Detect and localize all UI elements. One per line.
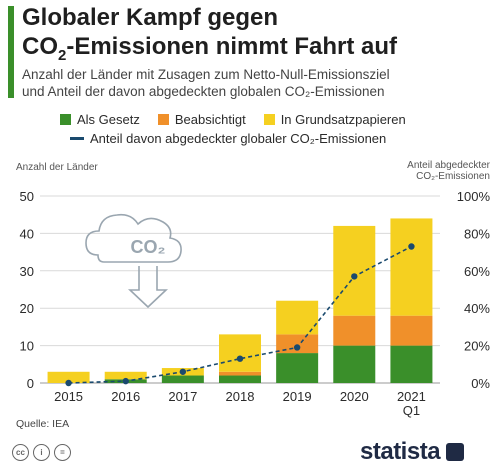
nd-icon: = — [54, 444, 71, 461]
y-tick-label: 20 — [20, 301, 34, 316]
y2-tick-labels: 0% 20% 40% 60% 80% 100% — [457, 189, 491, 391]
title-sub: 2 — [58, 46, 67, 64]
cloud-arrow-icon: CO₂ — [85, 213, 182, 309]
y2-tick-label: 60% — [464, 264, 490, 279]
x-tick-label-line: 2017 — [168, 389, 197, 404]
legend-label-gesetz: Als Gesetz — [77, 112, 140, 127]
title-line-1: Globaler Kampf gegen — [22, 4, 279, 31]
x-tick-label: 2018 — [226, 389, 255, 404]
legend-label-line: Anteil davon abgedeckter globaler CO₂-Em… — [90, 131, 387, 146]
x-tick-label-line: 2021 — [397, 389, 426, 404]
x-tick-label: 2019 — [283, 389, 312, 404]
bar-segment — [390, 345, 433, 383]
legend-row-bars: Als Gesetz Beabsichtigt In Grundsatzpapi… — [60, 110, 490, 129]
cloud-arrow — [127, 266, 169, 309]
line-point — [408, 243, 415, 250]
brand-mark-icon — [446, 443, 465, 461]
legend-dash-line — [70, 137, 84, 140]
line-point — [236, 355, 244, 362]
bar-segment — [333, 315, 376, 346]
line-point — [179, 368, 187, 375]
y2-axis-title-line-2: CO₂-Emissionen — [416, 171, 490, 182]
bar-segment — [333, 225, 376, 316]
x-tick-label: 2016 — [111, 389, 140, 404]
y2-axis-title-line-1: Anteil abgedeckter — [407, 160, 490, 171]
y2-tick-label: 80% — [464, 226, 490, 241]
bar-segment — [161, 375, 204, 383]
bar-segment — [219, 375, 261, 383]
cc-icon: cc — [12, 444, 29, 461]
y-axis-title: Anzahl der Länder — [16, 162, 98, 173]
y2-axis-title: Anteil abgedeckter CO₂-Emissionen — [370, 160, 490, 182]
y2-tick-label: 20% — [464, 339, 490, 354]
x-tick-label-line: 2019 — [283, 389, 312, 404]
source-note: Quelle: IEA — [16, 418, 70, 430]
bar-segment — [276, 334, 319, 354]
legend-swatch-grundsatz — [263, 114, 275, 125]
x-tick-label-line: 2018 — [226, 389, 255, 404]
x-tick-label: 2020 — [340, 389, 369, 404]
y2-tick-label: 100% — [457, 189, 491, 204]
cloud-shape — [85, 213, 182, 263]
bar-segment — [219, 334, 261, 372]
bar-segment — [333, 345, 376, 383]
y-tick-label: 50 — [20, 189, 34, 204]
line-point — [351, 273, 358, 280]
title-rest: -Emissionen nimmt Fahrt auf — [66, 33, 398, 60]
bar-segment — [219, 371, 261, 376]
y-tick-label: 40 — [20, 226, 34, 241]
y2-tick-label: 40% — [464, 301, 490, 316]
legend-swatch-beabsichtigt — [157, 114, 169, 125]
brand-logo: statista — [360, 438, 465, 466]
x-tick-label: 2015 — [54, 389, 83, 404]
chart-subtitle: Anzahl der Länder mit Zusagen zum Netto-… — [22, 66, 492, 100]
y-tick-labels: 0 10 20 30 40 50 — [20, 189, 34, 391]
x-tick-label: 2017 — [168, 389, 197, 404]
subtitle-line-2: und Anteil der davon abgedeckten globale… — [22, 84, 385, 99]
y2-tick-label: 0% — [471, 376, 490, 391]
chart-title: Globaler Kampf gegen CO2-Emissionen nimm… — [22, 3, 492, 70]
y-tick-label: 10 — [20, 339, 34, 354]
x-tick-label-line: Q1 — [403, 403, 420, 418]
line-point — [293, 344, 301, 351]
legend-item-beabsichtigt: Beabsichtigt — [157, 112, 246, 127]
legend-swatch-gesetz — [60, 114, 71, 125]
bar-segment — [390, 218, 433, 316]
by-icon: i — [33, 444, 50, 461]
y-tick-label: 0 — [27, 376, 34, 391]
legend: Als Gesetz Beabsichtigt In Grundsatzpapi… — [60, 110, 490, 148]
x-tick-label: 2021 Q1 — [397, 389, 426, 418]
legend-label-grundsatz: In Grundsatzpapieren — [280, 112, 406, 127]
x-tick-label-line: 2016 — [111, 389, 140, 404]
cloud-text: CO₂ — [131, 237, 166, 257]
legend-label-beabsichtigt: Beabsichtigt — [174, 112, 246, 127]
title-accent-bar — [8, 6, 14, 98]
legend-item-grundsatz: In Grundsatzpapieren — [263, 112, 406, 127]
bar-segment — [276, 300, 319, 335]
x-tick-label-line: 2015 — [54, 389, 83, 404]
bar-segment — [104, 371, 147, 380]
x-tick-labels: 2015 2016 2017 2018 2019 2020 2021 Q1 — [54, 389, 426, 418]
subtitle-line-1: Anzahl der Länder mit Zusagen zum Netto-… — [22, 67, 390, 82]
bar-segment — [390, 315, 433, 346]
bar-segment — [276, 353, 319, 383]
title-co: CO — [22, 33, 58, 60]
line-point — [65, 379, 72, 387]
legend-item-line: Anteil davon abgedeckter globaler CO₂-Em… — [60, 131, 386, 146]
legend-item-gesetz: Als Gesetz — [60, 112, 140, 127]
title-line-2: CO2-Emissionen nimmt Fahrt auf — [22, 32, 492, 70]
y-tick-label: 30 — [20, 264, 34, 279]
line-point — [122, 377, 129, 385]
bar-segment — [47, 371, 90, 383]
brand-wordmark: statista — [360, 438, 441, 465]
legend-row-line: Anteil davon abgedeckter globaler CO₂-Em… — [60, 129, 490, 148]
license-icons: cc i = — [12, 444, 71, 461]
x-tick-label-line: 2020 — [340, 389, 369, 404]
line-series-group — [65, 243, 415, 387]
